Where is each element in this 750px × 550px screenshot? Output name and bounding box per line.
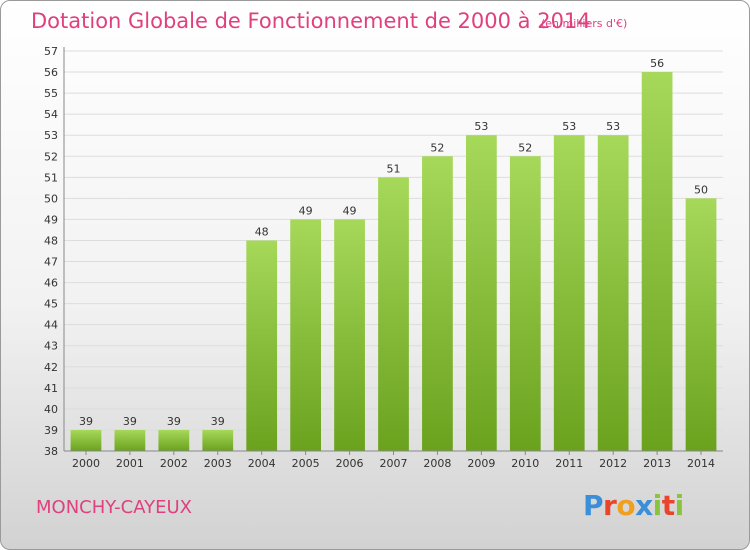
x-tick-label: 2002 xyxy=(160,457,188,470)
bar-2000 xyxy=(70,429,102,451)
value-labels: 39 39 39 39 48 49 49 51 52 53 52 53 53 56 50 xyxy=(79,57,708,428)
value-label: 48 xyxy=(255,225,269,238)
y-tick-label: 56 xyxy=(44,66,58,79)
logo-letter: P xyxy=(583,489,604,522)
y-tick-label: 57 xyxy=(44,45,58,58)
bar-2002 xyxy=(158,429,190,451)
bar-2001 xyxy=(114,429,146,451)
bar-2004 xyxy=(246,240,278,451)
y-tick-label: 44 xyxy=(44,319,58,332)
bar-2011 xyxy=(553,135,585,452)
y-tick-label: 52 xyxy=(44,150,58,163)
bar-2014 xyxy=(685,198,717,451)
x-tick-label: 2006 xyxy=(336,457,364,470)
bar-2013 xyxy=(641,72,673,451)
x-tick-label: 2008 xyxy=(423,457,451,470)
bar-2008 xyxy=(422,156,453,451)
y-tick-label: 40 xyxy=(44,403,58,416)
y-tick-label: 51 xyxy=(44,171,58,184)
logo-letter: i xyxy=(674,489,685,522)
x-tick-label: 2014 xyxy=(687,457,715,470)
x-tick-label: 2005 xyxy=(292,457,320,470)
logo-letter: i xyxy=(652,489,663,522)
logo-letter: r xyxy=(603,489,617,522)
logo-letter: o xyxy=(616,489,636,522)
x-tick-label: 2011 xyxy=(555,457,583,470)
value-label: 49 xyxy=(299,204,313,217)
value-label: 52 xyxy=(518,141,532,154)
bar-2007 xyxy=(378,177,409,451)
logo-letter: x xyxy=(635,489,653,522)
x-tick-label: 2007 xyxy=(380,457,408,470)
x-tick-label: 2009 xyxy=(467,457,495,470)
value-label: 52 xyxy=(430,141,444,154)
y-tick-label: 47 xyxy=(44,256,58,269)
y-tick-label: 46 xyxy=(44,277,58,290)
x-tick-label: 2013 xyxy=(643,457,671,470)
y-tick-label: 50 xyxy=(44,192,58,205)
y-tick-label: 55 xyxy=(44,87,58,100)
bar-2003 xyxy=(202,429,234,451)
value-label: 56 xyxy=(650,57,664,70)
value-label: 39 xyxy=(167,415,181,428)
value-label: 49 xyxy=(343,204,357,217)
x-tick-label: 2004 xyxy=(248,457,276,470)
y-tick-label: 45 xyxy=(44,298,58,311)
value-label: 53 xyxy=(474,120,488,133)
y-tick-label: 41 xyxy=(44,382,58,395)
value-label: 53 xyxy=(606,120,620,133)
y-tick-label: 43 xyxy=(44,340,58,353)
x-tick-label: 2001 xyxy=(116,457,144,470)
y-tick-label: 39 xyxy=(44,424,58,437)
value-label: 50 xyxy=(694,183,708,196)
commune-name: MONCHY-CAYEUX xyxy=(36,497,192,518)
chart-title: Dotation Globale de Fonctionnement de 20… xyxy=(31,9,591,33)
value-label: 39 xyxy=(211,415,225,428)
y-tick-label: 53 xyxy=(44,129,58,142)
value-label: 51 xyxy=(387,162,401,175)
y-tick-label: 54 xyxy=(44,108,58,121)
y-tick-label: 38 xyxy=(44,445,58,458)
chart-unit: (en milliers d'€) xyxy=(541,17,628,30)
y-tick-label: 49 xyxy=(44,213,58,226)
proxiti-logo: Proxiti xyxy=(583,489,684,522)
value-label: 39 xyxy=(79,415,93,428)
bar-2012 xyxy=(597,135,629,452)
x-tick-label: 2010 xyxy=(511,457,539,470)
axes: 38 39 40 41 42 43 44 45 46 47 48 49 50 51 52 53 54 55 56 57… xyxy=(44,45,723,470)
y-tick-label: 48 xyxy=(44,234,58,247)
x-tick-label: 2012 xyxy=(599,457,627,470)
bar-2005 xyxy=(290,219,322,451)
logo-letter: t xyxy=(661,489,675,522)
bar-2006 xyxy=(334,219,365,451)
x-tick-label: 2000 xyxy=(72,457,100,470)
bar-2009 xyxy=(465,135,497,452)
x-tick-label: 2003 xyxy=(204,457,232,470)
bars xyxy=(70,72,717,452)
value-label: 53 xyxy=(562,120,576,133)
value-label: 39 xyxy=(123,415,137,428)
bar-2010 xyxy=(509,156,541,451)
y-tick-label: 42 xyxy=(44,361,58,374)
